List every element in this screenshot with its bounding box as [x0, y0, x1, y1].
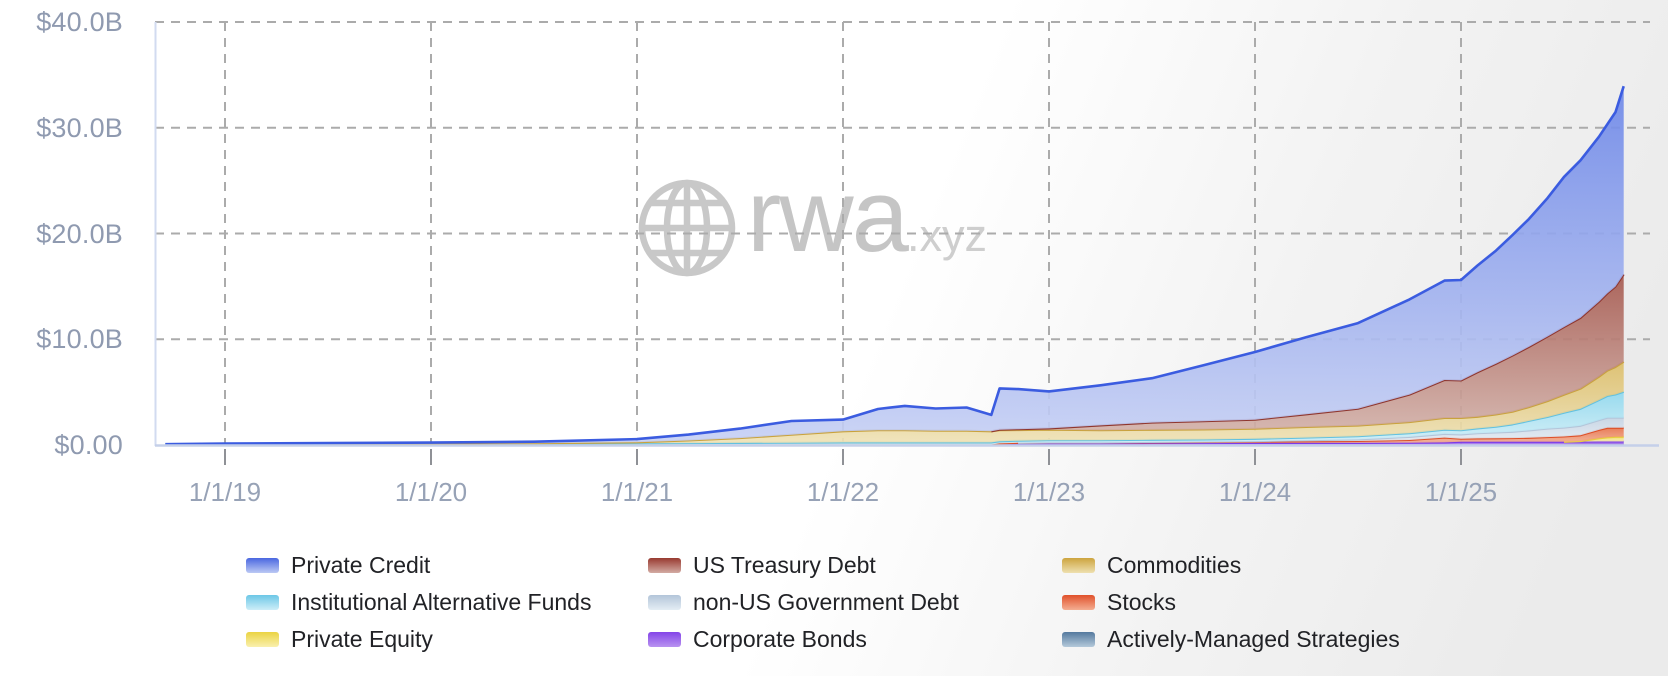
legend-label: Private Equity — [291, 625, 433, 652]
line-private_credit — [165, 85, 1625, 446]
legend-swatch-private_credit — [246, 557, 279, 573]
series-bands — [165, 85, 1625, 447]
band-non_us_government_debt[interactable] — [1018, 417, 1624, 443]
y-tick-label: $10.0B — [36, 324, 123, 355]
band-us_treasury_debt[interactable] — [991, 274, 1624, 432]
legend-label: Stocks — [1107, 588, 1177, 615]
x-tick-label: 1/1/20 — [394, 477, 468, 507]
legend-item-commodities[interactable]: Commodities — [1062, 552, 1400, 578]
legend-column-1: Private Credit Institutional Alternative … — [246, 552, 591, 663]
band-private_credit[interactable] — [165, 86, 1624, 445]
legend-swatch-us_treasury_debt — [648, 557, 681, 573]
legend-column-2: US Treasury Debt non-US Government Debt Co… — [648, 552, 959, 663]
legend-item-institutional_alternative_funds[interactable]: Institutional Alternative Funds — [246, 589, 591, 615]
x-tick-label: 1/1/23 — [1012, 477, 1086, 507]
y-tick-label: $40.0B — [36, 7, 123, 37]
y-tick-label: $0.00 — [54, 430, 123, 460]
stacked-area-chart: rwa .xyz $0.00 $10.0B $20.0B $30.0B $40.0B 1/… — [0, 0, 1668, 507]
legend-item-stocks[interactable]: Stocks — [1062, 589, 1400, 615]
legend-item-us_treasury_debt[interactable]: US Treasury Debt — [648, 552, 959, 578]
legend-label: Private Credit — [291, 551, 431, 578]
legend-swatch-commodities — [1062, 557, 1095, 573]
y-tick-label: $20.0B — [36, 218, 123, 249]
legend-item-private_credit[interactable]: Private Credit — [246, 552, 591, 578]
x-tick-label: 1/1/22 — [806, 477, 880, 507]
legend-swatch-corporate_bonds — [648, 631, 681, 647]
y-tick-label: $30.0B — [36, 112, 123, 143]
x-tick-label: 1/1/25 — [1424, 477, 1498, 507]
plot-canvas[interactable] — [0, 0, 1668, 505]
legend-label: Actively-Managed Strategies — [1107, 625, 1400, 652]
legend-label: Commodities — [1107, 551, 1242, 578]
legend-item-private_equity[interactable]: Private Equity — [246, 626, 591, 652]
axes — [154, 22, 1659, 465]
legend-label: Institutional Alternative Funds — [291, 588, 592, 615]
legend-swatch-private_equity — [246, 631, 279, 647]
x-tick-label: 1/1/21 — [600, 477, 674, 507]
x-tick-label: 1/1/19 — [188, 477, 262, 507]
legend-item-non_us_government_debt[interactable]: non-US Government Debt — [648, 589, 959, 615]
legend-swatch-stocks — [1062, 594, 1095, 610]
gridlines — [155, 21, 1650, 445]
legend-item-actively_managed_strategies[interactable]: Actively-Managed Strategies — [1062, 626, 1400, 652]
legend-swatch-non_us_government_debt — [648, 594, 681, 610]
legend-label: Corporate Bonds — [693, 625, 867, 652]
x-tick-label: 1/1/24 — [1218, 477, 1292, 507]
legend-item-corporate_bonds[interactable]: Corporate Bonds — [648, 626, 959, 652]
legend-swatch-actively_managed_strategies — [1062, 631, 1095, 647]
legend-swatch-institutional_alternative_funds — [246, 594, 279, 610]
legend-column-3: Commodities Stocks Actively-Managed Strate… — [1062, 552, 1400, 663]
legend-label: non-US Government Debt — [693, 588, 959, 615]
legend-label: US Treasury Debt — [693, 551, 876, 578]
